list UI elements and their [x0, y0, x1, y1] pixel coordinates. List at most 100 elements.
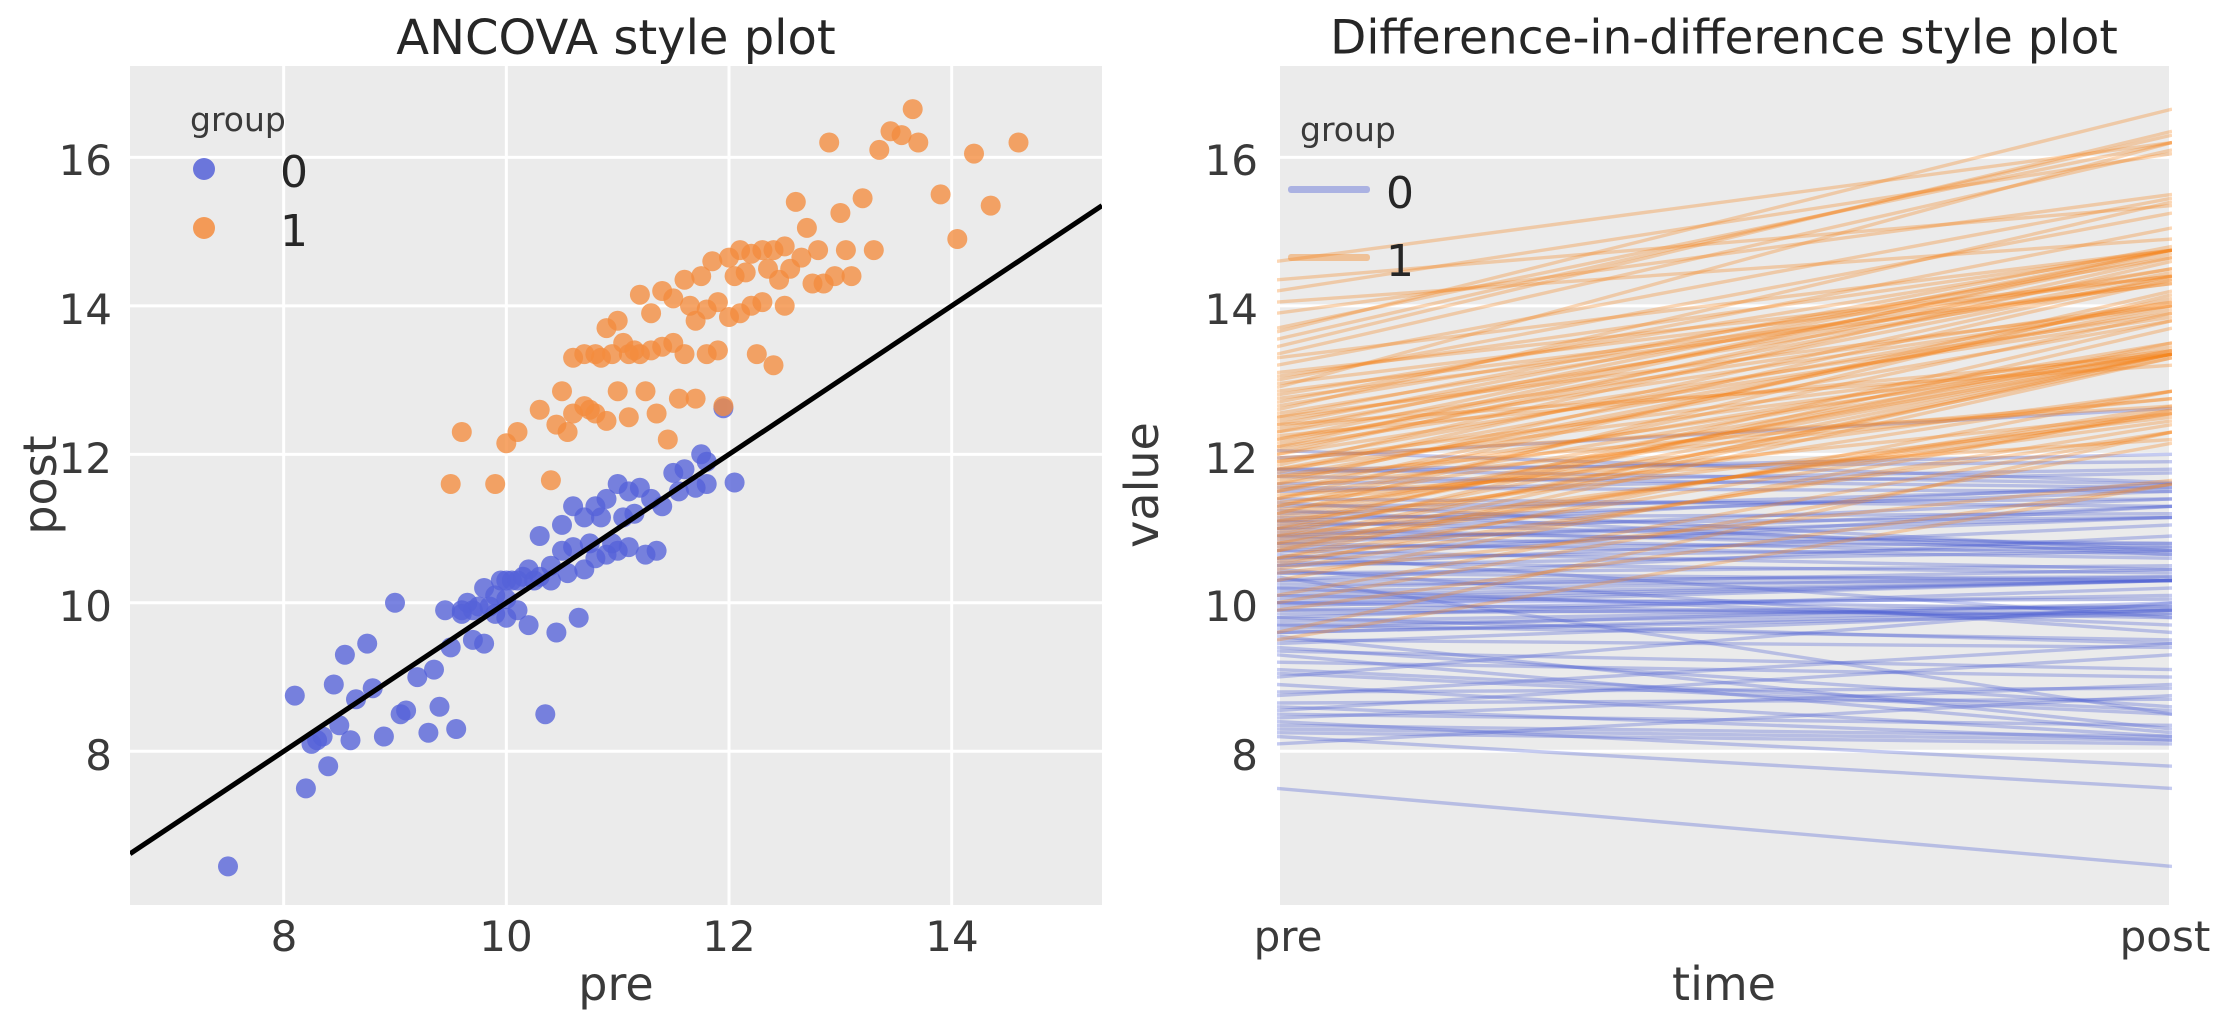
ancova-ytick-12: 12: [58, 434, 112, 483]
did-line-group1: [1277, 352, 2172, 471]
did-line-group0: [1277, 645, 2172, 709]
did-legend-title: group: [1300, 110, 1396, 149]
did-line-group1: [1277, 270, 2172, 445]
did-line-group1: [1277, 140, 2172, 263]
did-line-group0: [1277, 467, 2172, 486]
did-line-group1: [1277, 389, 2172, 512]
did-line-group1: [1277, 248, 2172, 379]
scatter-point-group1: [819, 132, 840, 153]
did-line-group0: [1277, 549, 2172, 572]
scatter-point-group1: [735, 262, 756, 283]
scatter-point-group1: [830, 203, 851, 223]
did-line-group0: [1277, 712, 2172, 727]
scatter-point-group0: [552, 514, 572, 535]
did-line-group1: [1277, 211, 2172, 382]
did-line-group0: [1277, 586, 2172, 620]
did-line-group0: [1277, 523, 2172, 568]
did-line-group1: [1277, 259, 2172, 468]
did-line-group1: [1277, 441, 2172, 605]
ancova-ylabel: post: [13, 435, 67, 535]
did-line-group0: [1277, 601, 2172, 620]
did-line-group1: [1277, 348, 2172, 520]
did-line-group0: [1277, 567, 2172, 590]
scatter-point-group1: [824, 266, 845, 287]
scatter-point-group1: [552, 381, 572, 402]
scatter-point-group1: [607, 310, 628, 331]
did-ytick-16: 16: [1204, 136, 1258, 185]
did-line-group0: [1277, 786, 2172, 869]
scatter-point-group1: [752, 292, 773, 313]
did-line-group0: [1277, 697, 2172, 705]
ancova-ytick-16: 16: [58, 136, 112, 185]
scatter-point-group1: [774, 236, 795, 257]
scatter-point-group0: [295, 778, 316, 799]
did-line-group0: [1277, 515, 2172, 542]
did-line-group0: [1277, 578, 2172, 609]
did-line-group1: [1277, 304, 2172, 482]
did-xlabel: time: [1672, 957, 1776, 1011]
scatter-point-group1: [902, 99, 923, 120]
ancova-title: ANCOVA style plot: [396, 10, 836, 66]
did-line-group1: [1277, 352, 2172, 438]
scatter-point-group0: [429, 696, 450, 717]
did-line-group1: [1277, 274, 2172, 475]
did-line-group1: [1277, 389, 2172, 531]
did-line-group0: [1277, 616, 2172, 646]
ancova-xtick-12: 12: [702, 912, 756, 961]
did-title: Difference-in-difference style plot: [1330, 10, 2118, 66]
did-legend-label-1: 1: [1386, 236, 1414, 287]
scatter-point-group1: [540, 470, 561, 491]
ancova-legend-label-1: 1: [280, 206, 308, 257]
did-line-group1: [1277, 352, 2172, 553]
did-line-group1: [1277, 307, 2172, 471]
did-plot-area: [1277, 66, 2172, 905]
did-line-group0: [1277, 515, 2172, 527]
did-line-group1: [1277, 107, 2172, 334]
did-line-group1: [1277, 482, 2172, 612]
scatter-point-group1: [641, 303, 662, 324]
ancova-ytick-14: 14: [58, 285, 112, 334]
scatter-point-group1: [685, 388, 706, 409]
scatter-point-group1: [440, 474, 461, 494]
did-line-group0: [1277, 486, 2172, 516]
did-line-group0: [1277, 519, 2172, 549]
did-line-group0: [1277, 448, 2172, 485]
did-line-group0: [1277, 512, 2172, 520]
scatter-point-group1: [707, 340, 728, 361]
did-line-group1: [1277, 267, 2172, 416]
did-line-group1: [1277, 300, 2172, 434]
did-line-group1: [1277, 237, 2172, 304]
did-line-group1: [1277, 345, 2172, 501]
did-line-group0: [1277, 623, 2172, 642]
scatter-point-group0: [546, 622, 567, 643]
scatter-point-group0: [284, 685, 305, 706]
scatter-point-group0: [373, 726, 394, 747]
scatter-point-group1: [763, 355, 784, 376]
did-line-group0: [1277, 541, 2172, 560]
scatter-point-group0: [418, 722, 439, 743]
scatter-point-group0: [474, 633, 495, 654]
scatter-point-group0: [674, 459, 695, 480]
did-line-group1: [1277, 226, 2172, 404]
legend-marker-group1-icon: [193, 217, 215, 239]
did-line-group1: [1277, 289, 2172, 501]
did-line-group0: [1277, 541, 2172, 549]
did-line-group1: [1277, 296, 2172, 494]
did-line-group1: [1277, 140, 2172, 330]
did-line-group1: [1277, 248, 2172, 434]
did-line-group0: [1277, 608, 2172, 646]
scatter-point-group1: [657, 429, 678, 450]
did-line-group0: [1277, 608, 2172, 635]
ancova-legend-title: group: [190, 100, 286, 139]
scatter-point-group0: [385, 592, 405, 613]
did-line-group1: [1277, 352, 2172, 546]
scatter-point-group1: [808, 240, 829, 261]
did-line-group1: [1277, 430, 2172, 564]
did-line-group0: [1277, 601, 2172, 679]
did-line-group0: [1277, 719, 2172, 768]
did-line-group1: [1277, 192, 2172, 315]
did-line-group0: [1277, 649, 2172, 672]
scatter-point-group0: [596, 488, 617, 509]
did-line-group0: [1277, 608, 2172, 616]
scatter-point-group1: [891, 125, 912, 146]
